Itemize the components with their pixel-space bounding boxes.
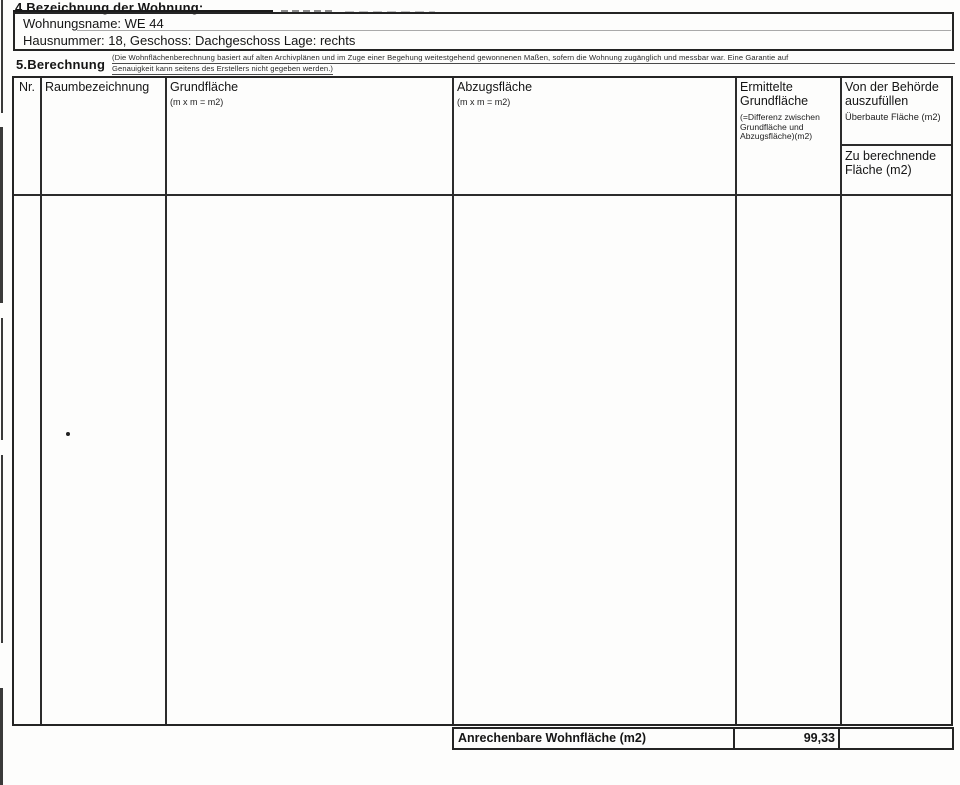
scan-artifact-line — [1, 455, 3, 643]
section5-heading: 5.Berechnung — [16, 57, 106, 72]
hausnummer-row: Hausnummer: 18, Geschoss: Dachgeschoss L… — [23, 33, 356, 48]
calculation-table: Nr. Raumbezeichnung Grundfläche (m x m =… — [12, 76, 953, 726]
scan-artifact-dot — [66, 432, 70, 436]
header-abzugsflaeche: Abzugsfläche — [457, 80, 533, 94]
header-zu-berechnende-flaeche: Zu berechnende Fläche (m2) — [845, 149, 937, 177]
header-abzugsflaeche-unit: (m x m = m2) — [457, 97, 511, 107]
column-divider — [165, 78, 167, 724]
header-raumbezeichnung: Raumbezeichnung — [45, 80, 150, 94]
section4-underline — [13, 10, 273, 12]
note-line-2: Genauigkeit kann seitens des Erstellers … — [112, 64, 334, 75]
column-divider — [452, 78, 454, 724]
scan-artifact-dashes — [281, 10, 335, 12]
summary-row: Anrechenbare Wohnfläche (m2) 99,33 — [452, 727, 954, 750]
header-ueberbaute-flaeche: Überbaute Fläche (m2) — [845, 112, 941, 122]
summary-value: 99,33 — [735, 729, 840, 748]
apartment-info-box: Wohnungsname: WE 44 Hausnummer: 18, Gesc… — [13, 12, 954, 51]
scan-artifact-line — [0, 127, 3, 303]
scan-artifact-line — [0, 688, 3, 785]
info-row-divider — [77, 30, 951, 31]
section5-note: (Die Wohnflächenberechnung basiert auf a… — [112, 53, 955, 75]
column-divider — [735, 78, 737, 724]
header-grundflaeche-unit: (m x m = m2) — [170, 97, 224, 107]
summary-label: Anrechenbare Wohnfläche (m2) — [454, 729, 735, 748]
note-line-1: (Die Wohnflächenberechnung basiert auf a… — [112, 53, 955, 64]
scan-artifact-line — [1, 0, 3, 113]
scan-artifact-line — [1, 318, 3, 440]
header-grundflaeche: Grundfläche — [170, 80, 239, 94]
behoerde-cell-divider — [840, 144, 951, 146]
scan-artifact-dashes — [345, 11, 435, 12]
column-divider — [840, 78, 842, 724]
header-bottom-border — [14, 194, 951, 196]
header-ermittelte-note: (=Differenz zwischen Grundfläche und Abz… — [740, 112, 820, 142]
header-nr: Nr. — [19, 80, 35, 94]
wohnungsname-row: Wohnungsname: WE 44 — [23, 16, 164, 31]
column-divider — [40, 78, 42, 724]
header-ermittelte-grundflaeche: Ermittelte Grundfläche — [740, 80, 809, 108]
header-von-der-behoerde: Von der Behörde auszufüllen — [845, 80, 939, 108]
summary-empty-cell — [840, 729, 952, 748]
